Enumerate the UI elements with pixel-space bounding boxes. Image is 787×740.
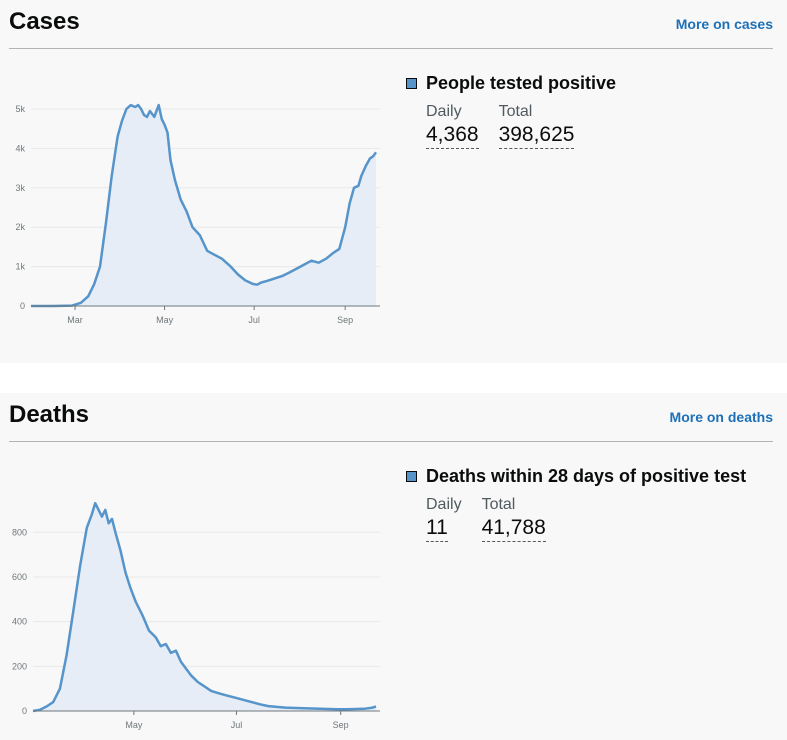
cases-ytick-label: 1k [15,262,25,272]
deaths-series-area [33,503,376,711]
cases-legend-swatch [406,78,417,89]
deaths-xtick-label: Jul [231,720,243,730]
deaths-ytick-label: 200 [12,661,27,671]
cases-series-area [31,105,376,306]
deaths-chart: 0 200 400 600 800 May Jul Sep [12,501,380,730]
cases-total-value[interactable]: 398,625 [498,123,575,149]
cases-xtick-label: Jul [248,315,260,325]
cases-summary: People tested positive Daily 4,368 Total… [406,73,616,149]
cases-series-line [31,103,378,308]
deaths-ytick-label: 800 [12,527,27,537]
deaths-daily-value[interactable]: 11 [426,516,448,542]
cases-xtick-label: Mar [67,315,83,325]
cases-title: Cases [9,8,80,35]
deaths-card: Deaths More on deaths 0 200 400 600 800 May Ju… [0,393,787,740]
cases-ytick-label: 3k [15,183,25,193]
deaths-total-label: Total [481,496,516,513]
cases-ytick-label: 5k [15,104,25,114]
deaths-xtick-label: Sep [333,720,349,730]
cases-ytick-label: 0 [20,301,25,311]
deaths-title: Deaths [9,401,90,428]
cases-card: Cases More on cases 0 1k 2k 3k 4k 5k Mar May Jul… [0,0,787,363]
deaths-ytick-label: 0 [22,706,27,716]
deaths-summary: Deaths within 28 days of positive test D… [406,466,746,542]
deaths-total-value[interactable]: 41,788 [481,516,546,542]
deaths-xtick-label: May [125,720,143,730]
cases-ytick-label: 4k [15,143,25,153]
more-on-cases-link[interactable]: More on cases [675,16,773,32]
deaths-series-line [32,501,377,713]
cases-daily-label: Daily [426,103,462,120]
deaths-divider [9,441,773,442]
cases-daily-value[interactable]: 4,368 [426,123,479,149]
cases-divider [9,48,773,49]
cases-ytick-label: 2k [15,222,25,232]
cases-chart: 0 1k 2k 3k 4k 5k Mar May Jul Sep [15,103,380,325]
deaths-legend-swatch [406,471,417,482]
deaths-summary-label: Deaths within 28 days of positive test [426,466,747,486]
deaths-ytick-label: 400 [12,617,27,627]
deaths-daily-label: Daily [426,496,462,513]
cases-xtick-label: May [156,315,174,325]
more-on-deaths-link[interactable]: More on deaths [669,409,773,425]
cases-total-label: Total [498,103,533,120]
cases-summary-label: People tested positive [426,73,617,93]
deaths-ytick-label: 600 [12,572,27,582]
cases-xtick-label: Sep [337,315,353,325]
